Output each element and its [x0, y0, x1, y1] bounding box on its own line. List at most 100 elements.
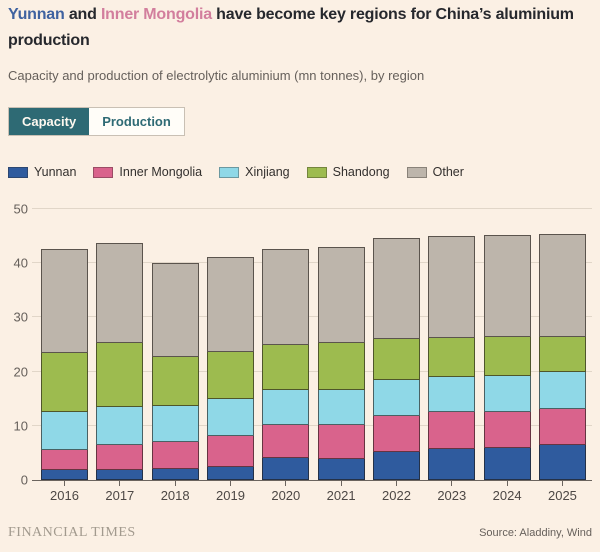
y-axis-tick-label: 0 [20, 472, 28, 488]
x-axis-label-2024: 2024 [484, 481, 531, 503]
x-axis-labels: 2016 2017 2018 2019 2020 2021 2022 2023 2024 2025 [32, 481, 592, 503]
bar-segment-2020-yunnan[interactable] [262, 458, 310, 480]
bar-segment-2020-inner-mongolia[interactable] [262, 425, 310, 459]
bar-segment-2024-inner-mongolia[interactable] [483, 411, 531, 449]
bar-segment-2021-inner-mongolia[interactable] [317, 425, 365, 459]
bar-segment-2018-other[interactable] [151, 263, 199, 357]
bar-2023[interactable] [428, 236, 476, 481]
bar-segment-2022-other[interactable] [372, 238, 420, 339]
bar-segment-2022-xinjiang[interactable] [372, 379, 420, 416]
bars-container [32, 209, 592, 481]
bar-segment-2016-shandong[interactable] [41, 353, 88, 412]
bar-segment-2024-shandong[interactable] [483, 336, 531, 377]
x-axis-label-2017: 2017 [96, 481, 143, 503]
ft-brand-logo: FINANCIAL TIMES [8, 525, 136, 540]
bar-segment-2017-inner-mongolia[interactable] [96, 444, 144, 471]
bar-segment-2025-inner-mongolia[interactable] [538, 408, 586, 446]
bar-2020[interactable] [262, 249, 310, 480]
bar-segment-2023-inner-mongolia[interactable] [428, 412, 476, 449]
x-axis-label-2022: 2022 [373, 481, 420, 503]
legend-label: Yunnan [34, 165, 77, 179]
x-axis-label-2016: 2016 [41, 481, 88, 503]
chart-subtitle: Capacity and production of electrolytic … [8, 68, 425, 83]
bar-segment-2023-shandong[interactable] [428, 337, 476, 378]
bar-segment-2017-xinjiang[interactable] [96, 406, 144, 445]
legend-label: Inner Mongolia [119, 165, 203, 179]
bar-segment-2016-yunnan[interactable] [41, 469, 88, 480]
bar-segment-2024-yunnan[interactable] [483, 448, 531, 480]
legend-item-yunnan: Yunnan [8, 165, 76, 179]
bar-2017[interactable] [96, 243, 144, 480]
bar-segment-2020-other[interactable] [262, 249, 310, 345]
bar-segment-2017-shandong[interactable] [96, 342, 144, 407]
tab-production[interactable]: Production [89, 108, 184, 135]
bar-2021[interactable] [317, 246, 365, 480]
bar-2019[interactable] [206, 256, 254, 481]
y-axis-tick-label: 30 [13, 309, 28, 325]
bar-segment-2021-yunnan[interactable] [317, 458, 365, 480]
x-axis-label-2019: 2019 [207, 481, 254, 503]
bar-segment-2018-xinjiang[interactable] [151, 406, 199, 442]
bar-segment-2016-xinjiang[interactable] [41, 411, 88, 450]
bar-segment-2017-other[interactable] [96, 243, 144, 343]
legend-item-other: Other [406, 165, 464, 179]
bar-segment-2025-yunnan[interactable] [538, 445, 586, 480]
bar-segment-2023-other[interactable] [428, 236, 476, 338]
bar-segment-2023-xinjiang[interactable] [428, 377, 476, 413]
gridline-10 [32, 424, 592, 426]
title-mid-text: and [64, 6, 101, 23]
legend-label: Other [432, 165, 464, 179]
bar-segment-2022-yunnan[interactable] [372, 452, 420, 480]
bar-segment-2021-other[interactable] [317, 246, 365, 344]
bar-segment-2017-yunnan[interactable] [96, 470, 144, 480]
chart-legend: Yunnan Inner Mongolia Xinjiang Shandong Othe… [8, 165, 592, 179]
bar-segment-2025-shandong[interactable] [538, 336, 586, 372]
title-highlight-yunnan: Yunnan [8, 6, 65, 23]
legend-label: Xinjiang [245, 165, 290, 179]
bar-segment-2022-shandong[interactable] [372, 338, 420, 380]
x-axis-label-2018: 2018 [152, 481, 199, 503]
bar-2024[interactable] [483, 235, 531, 480]
tab-capacity[interactable]: Capacity [9, 108, 90, 135]
bar-segment-2024-other[interactable] [483, 235, 531, 337]
bar-segment-2024-xinjiang[interactable] [483, 376, 531, 412]
y-axis-tick-label: 10 [13, 418, 28, 434]
legend-swatch-icon [8, 166, 28, 178]
bar-2018[interactable] [151, 263, 199, 480]
legend-swatch-icon [93, 166, 114, 178]
bar-segment-2021-xinjiang[interactable] [317, 390, 365, 426]
bar-segment-2018-inner-mongolia[interactable] [151, 441, 199, 469]
source-credit: Source: Aladdiny, Wind [479, 527, 592, 539]
legend-item-shandong: Shandong [306, 165, 390, 179]
bar-segment-2016-inner-mongolia[interactable] [41, 449, 88, 470]
footer: FINANCIAL TIMES Source: Aladdiny, Wind [8, 525, 592, 541]
bar-segment-2025-xinjiang[interactable] [538, 371, 586, 409]
bar-segment-2016-other[interactable] [41, 249, 88, 353]
bar-segment-2018-shandong[interactable] [151, 356, 199, 407]
bar-segment-2022-inner-mongolia[interactable] [372, 415, 420, 453]
gridline-30 [32, 316, 592, 318]
bar-segment-2019-other[interactable] [206, 256, 254, 352]
stacked-bar-chart: 0 10 20 30 40 50 2016 2017 2018 2019 2020 2021 2022… [14, 202, 592, 503]
x-axis-label-2021: 2021 [318, 481, 365, 503]
bar-segment-2025-other[interactable] [538, 233, 586, 337]
bar-segment-2023-yunnan[interactable] [428, 448, 476, 481]
bar-segment-2019-xinjiang[interactable] [206, 399, 254, 436]
page-title: Yunnan and Inner Mongolia have become ke… [8, 2, 592, 54]
bar-segment-2021-shandong[interactable] [317, 343, 365, 391]
y-axis-tick-label: 50 [13, 201, 28, 217]
legend-item-xinjiang: Xinjiang [219, 165, 290, 179]
bar-segment-2019-yunnan[interactable] [206, 467, 254, 481]
x-axis-label-2025: 2025 [539, 481, 586, 503]
gridline-20 [32, 370, 592, 372]
bar-2025[interactable] [538, 233, 586, 480]
bar-segment-2019-shandong[interactable] [206, 351, 254, 400]
bar-2022[interactable] [372, 238, 420, 480]
bar-segment-2018-yunnan[interactable] [151, 468, 199, 480]
bar-segment-2020-xinjiang[interactable] [262, 389, 310, 426]
bar-segment-2020-shandong[interactable] [262, 344, 310, 390]
bar-segment-2019-inner-mongolia[interactable] [206, 435, 254, 468]
bar-2016[interactable] [41, 249, 88, 480]
plot-area: 0 10 20 30 40 50 [14, 202, 592, 488]
